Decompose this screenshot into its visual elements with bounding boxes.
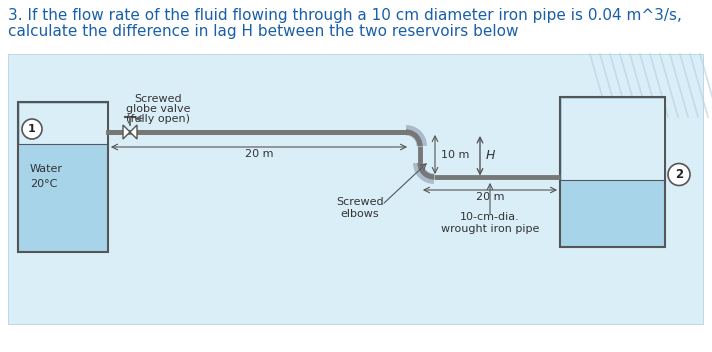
Text: 20 m: 20 m: [245, 149, 273, 159]
Polygon shape: [123, 125, 130, 139]
Text: 2: 2: [675, 168, 683, 181]
Text: 10 m: 10 m: [441, 150, 469, 159]
Text: H: H: [486, 149, 496, 162]
Bar: [8, 54, 703, 324]
Text: (fully open): (fully open): [126, 114, 190, 124]
Bar: [560, 97, 665, 247]
Text: elbows: elbows: [340, 209, 379, 219]
Text: Screwed: Screwed: [134, 94, 182, 104]
Text: 20 m: 20 m: [476, 192, 504, 202]
Circle shape: [22, 119, 42, 139]
Text: 3. If the flow rate of the fluid flowing through a 10 cm diameter iron pipe is 0: 3. If the flow rate of the fluid flowing…: [8, 8, 682, 23]
Text: calculate the difference in lag H between the two reservoirs below: calculate the difference in lag H betwee…: [8, 24, 518, 39]
Bar: [18, 102, 108, 252]
Bar: [19, 103, 107, 144]
Text: 10-cm-dia.: 10-cm-dia.: [460, 212, 520, 222]
Text: 1: 1: [28, 124, 36, 134]
Bar: [562, 99, 664, 180]
Text: 20°C: 20°C: [30, 179, 58, 189]
Text: globe valve: globe valve: [126, 104, 190, 114]
Circle shape: [668, 163, 690, 186]
Text: Screwed: Screwed: [336, 197, 384, 207]
Polygon shape: [130, 125, 137, 139]
Text: wrought iron pipe: wrought iron pipe: [441, 224, 539, 234]
Text: Water: Water: [30, 164, 63, 174]
